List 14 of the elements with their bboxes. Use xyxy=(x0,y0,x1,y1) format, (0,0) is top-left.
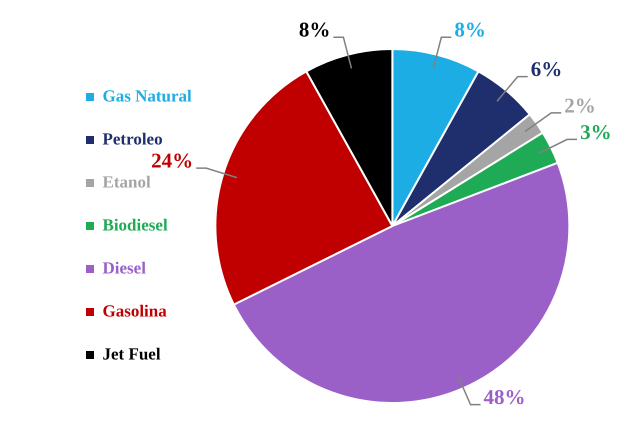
legend-label: Jet Fuel xyxy=(102,344,161,364)
legend-label: Gasolina xyxy=(102,301,168,320)
legend-label: Petroleo xyxy=(102,129,163,148)
data-label: 8% xyxy=(298,18,330,42)
data-label: 24% xyxy=(151,148,194,173)
data-label: 48% xyxy=(484,385,526,410)
legend-label: Diesel xyxy=(102,258,146,278)
legend-label: Etanol xyxy=(102,172,151,192)
legend-label: Gas Natural xyxy=(102,86,192,106)
data-label: 8% xyxy=(454,18,486,42)
data-label: 2% xyxy=(564,93,596,118)
data-label: 3% xyxy=(580,120,612,144)
data-label: 6% xyxy=(530,57,562,82)
legend-label: Biodiesel xyxy=(102,215,168,234)
